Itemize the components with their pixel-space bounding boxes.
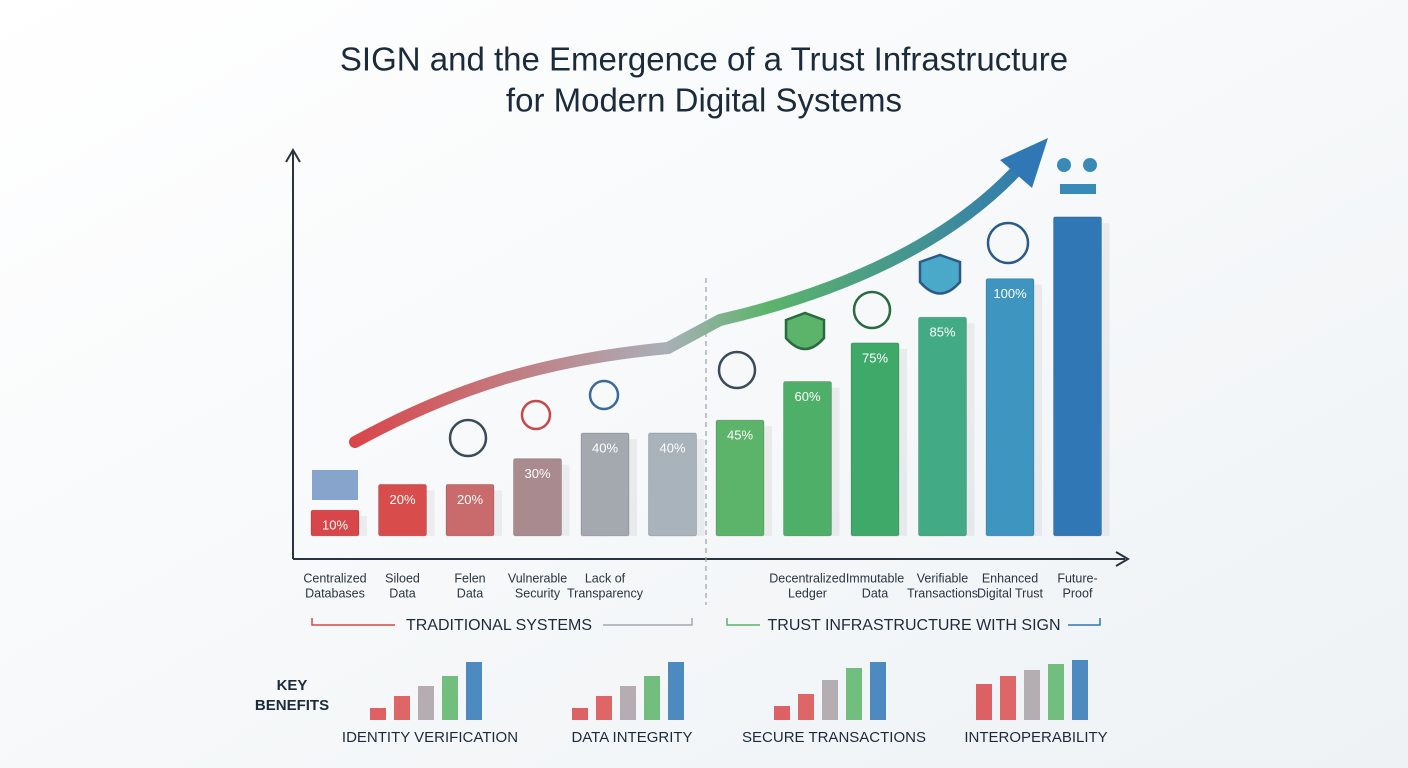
icon [520,399,552,431]
benefit-label: INTEROPERABILITY [964,729,1107,746]
mini-bar [370,708,386,720]
mini-bar [1000,676,1016,720]
value-label: 60% [794,389,820,404]
bar [310,509,360,537]
icon [852,290,892,330]
x-tick-label: Data [389,586,415,600]
mini-bar [442,676,458,720]
bars: 10%CentralizedDatabases20%SiloedData20%F… [303,216,1110,600]
trend-arrow [349,166,1021,448]
mini-bar [774,706,790,720]
bracket [1068,618,1101,626]
icon [1060,184,1096,194]
bar [378,483,427,537]
title-line: SIGN and the Emergence of a Trust Infras… [340,41,1068,78]
bar [648,432,697,537]
mini-bar [596,696,612,720]
bracket [726,618,760,626]
x-tick-label: Lack of [585,571,626,585]
trend-arrowhead [1000,138,1048,188]
x-tick-label: Data [862,586,888,600]
mini-bar [466,662,482,720]
title-line: for Modern Digital Systems [506,82,902,119]
mini-bar [1048,664,1064,720]
value-label: 30% [524,466,550,481]
x-tick-label: Digital Trust [977,586,1044,600]
group-label: TRUST INFRASTRUCTURE WITH SIGN [767,617,1060,634]
x-tick-label: Enhanced [982,571,1038,585]
x-tick-label: Verifiable [917,571,968,585]
mini-bar [1072,660,1088,720]
bracket [311,618,395,626]
bar [783,381,832,537]
mini-bar [976,684,992,720]
mini-bar [668,662,684,720]
benefits-heading: KEY [277,677,308,694]
icon [1057,158,1071,172]
value-label: 75% [862,350,888,365]
mini-bar [620,686,636,720]
value-label: 20% [389,492,415,507]
x-tick-label: Future- [1057,571,1097,585]
x-tick-label: Ledger [788,586,827,600]
x-tick-label: Proof [1063,586,1093,600]
x-tick-label: Immutable [846,571,904,585]
icon [312,470,358,500]
bar [918,316,967,537]
bar [445,483,495,537]
benefits: IDENTITY VERIFICATION DATA INTEGRITY SECUR… [342,660,1108,746]
benefits-heading: BENEFITS [255,697,329,714]
bar [513,458,562,537]
mini-bar [1024,670,1040,720]
value-label: 40% [592,440,618,455]
bar [985,278,1035,537]
x-tick-label: Transactions [907,586,978,600]
group-label: TRADITIONAL SYSTEMS [406,617,592,634]
x-tick-label: Centralized [303,571,366,585]
icon [986,221,1030,265]
value-label: 40% [659,440,685,455]
value-label: 100% [993,286,1027,301]
mini-bar [644,676,660,720]
bracket [603,618,693,626]
x-tick-label: Felen [454,571,485,585]
x-tick-label: Siloed [385,571,420,585]
x-tick-label: Data [457,586,483,600]
value-label: 10% [322,518,348,533]
icon [717,350,757,390]
group-brackets [311,618,1101,626]
bar [580,432,630,537]
x-tick-label: Databases [305,586,365,600]
icon [918,253,962,295]
icon [588,379,620,411]
value-label: 20% [457,492,483,507]
mini-bar [822,680,838,720]
mini-bar [572,708,588,720]
mini-bar [394,696,410,720]
icon [448,418,488,458]
x-tick-label: Vulnerable [508,571,567,585]
bar [715,419,765,537]
benefit-label: DATA INTEGRITY [571,729,692,746]
x-tick-label: Decentralized [769,571,845,585]
icon [1083,158,1097,172]
bar [850,342,900,537]
icon [784,311,826,351]
mini-bar [846,668,862,720]
x-axis-arrow [1115,551,1130,567]
benefit-label: SECURE TRANSACTIONS [742,729,926,746]
value-label: 85% [929,325,955,340]
bar [1053,216,1102,537]
benefit-label: IDENTITY VERIFICATION [342,729,518,746]
mini-bar [798,694,814,720]
y-axis-arrow [285,148,301,163]
icons [312,158,1097,500]
mini-bar [870,662,886,720]
mini-bar [418,686,434,720]
x-tick-label: Security [515,586,561,600]
x-tick-label: Transparency [567,586,644,600]
value-label: 45% [727,428,753,443]
